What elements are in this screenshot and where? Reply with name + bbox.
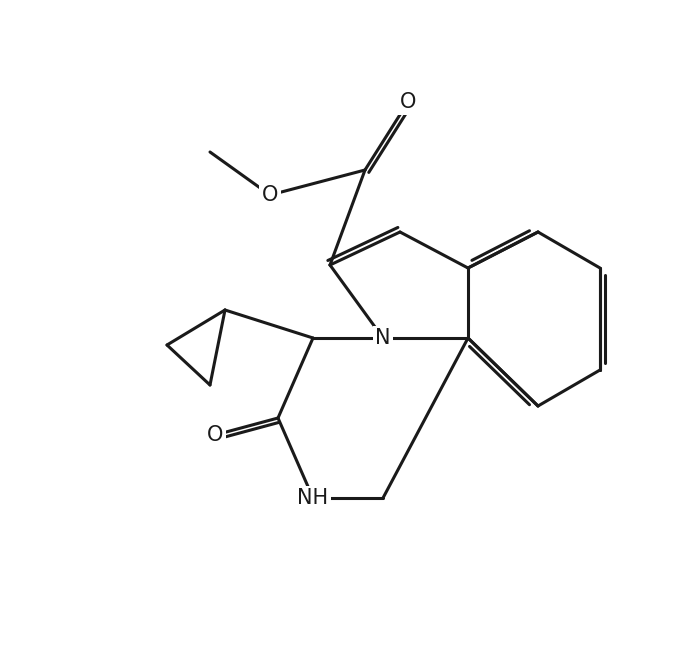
- Text: O: O: [207, 425, 223, 445]
- Text: O: O: [400, 92, 416, 112]
- Text: NH: NH: [297, 488, 329, 508]
- Text: O: O: [262, 185, 278, 205]
- Text: N: N: [375, 328, 391, 348]
